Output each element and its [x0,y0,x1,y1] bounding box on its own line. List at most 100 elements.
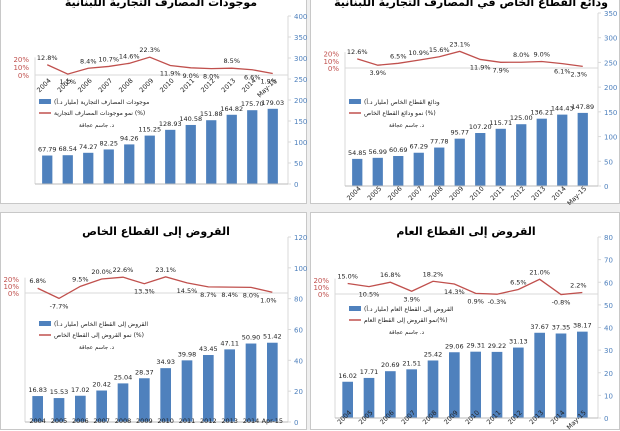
left-axis-tick-label: 10% [3,283,19,291]
x-axis-tick-label: 2013 [530,185,547,202]
legend-bar-label: ودائع القطاع الخاص (مليار د.أ) [364,98,440,106]
left-axis-tick-label: 20% [323,51,339,59]
bar-value-label: 29.06 [445,342,464,350]
left-axis-tick-label: 20% [3,276,19,284]
bar-value-label: 125.00 [510,114,533,122]
line-value-label: 8.0% [513,51,530,59]
line-value-label: 8.4% [80,57,97,65]
line-value-label: 6.8% [29,277,46,285]
line-value-label: 18.2% [423,270,444,278]
bar-value-label: 28.37 [135,368,154,376]
line-value-label: 10.7% [98,55,119,63]
x-axis-tick-label: 2009 [138,77,155,94]
chart-panel-public-sector-loans: القروض إلى القطاع العام 0% 10% 20% 0 10 20 30 40… [310,212,620,431]
bar [42,155,53,184]
left-axis-tick-label: 0% [318,291,329,299]
chart-title: موجودات المصارف التجارية اللبنانية [65,0,257,9]
legend-line-label: نمو موجودات المصارف التجارية (%) [54,110,145,117]
legend-line-label: نمو ودائع القطاع الخاص (%) [364,110,436,117]
bar [393,156,404,186]
bar-value-label: 51.42 [263,333,282,341]
bar-value-label: 29.31 [466,342,485,350]
x-axis-tick-label: 2006 [72,417,89,425]
line-value-label: 8.7% [200,291,217,299]
line-value-label: 8.4% [221,291,238,299]
bar-value-label: 20.69 [381,361,400,369]
left-axis-tick-label: 20% [313,277,329,285]
line-value-label: 15.6% [429,46,450,54]
x-axis-tick-label: 2010 [157,417,174,425]
line-value-label: 22.3% [139,46,160,54]
bar [160,368,171,422]
right-axis-tick-label: 0 [604,415,608,423]
x-axis-tick-label: 2012 [200,417,217,425]
bar-value-label: 67.29 [409,143,428,151]
bar-value-label: 21.51 [402,359,421,367]
line-value-label: 3.9% [369,69,386,77]
line-value-label: 10.9% [408,49,429,57]
x-axis-tick-label: 2011 [179,417,196,425]
right-axis-tick-label: 100 [294,139,307,147]
line-value-label: 0.9% [467,297,484,305]
right-axis-tick-label: 40 [604,325,613,333]
bar-value-label: 115.71 [489,119,512,127]
bar [454,138,465,186]
line-value-label: 14.6% [119,52,140,60]
bar-value-label: 43.45 [199,345,218,353]
x-axis-tick-label: 2004 [345,185,362,202]
x-axis-tick-label: 2009 [136,417,153,425]
line-value-label: 14.5% [177,287,198,295]
line-value-label: 23.1% [155,266,176,274]
line-value-label: -0.8% [552,299,571,307]
bar-value-label: 82.25 [99,139,118,147]
bar [32,396,43,422]
right-axis-tick-label: 0 [604,183,608,191]
bar [406,369,417,418]
right-axis-tick-label: 20 [294,388,303,396]
bar-value-label: 94.26 [120,134,139,142]
bar [577,331,588,418]
right-axis-tick-label: 300 [294,55,307,63]
right-axis-tick-label: 200 [604,84,617,92]
right-axis-tick-label: 250 [604,59,617,67]
bar-value-label: 17.71 [360,368,379,376]
line-value-label: 8.5% [223,57,240,65]
line-value-label: 3.9% [403,295,420,303]
bar-value-label: 175.70 [241,100,264,108]
bar-value-label: 37.67 [530,323,549,331]
bar [513,347,524,418]
bar [449,352,460,418]
bar-value-label: 34.93 [156,358,175,366]
bar [557,114,568,186]
bar [555,333,567,418]
left-axis-tick-label: 0% [328,65,339,73]
right-axis-tick-label: 0 [294,181,298,189]
line-value-label: 23.1% [449,40,470,48]
bar [181,360,193,422]
line-value-label: 8.0% [243,291,260,299]
x-axis-tick-label: 2012 [509,185,526,202]
bar-value-label: 31.13 [509,338,528,346]
bar [165,129,176,184]
chart-panel-commercial-bank-assets: موجودات المصارف التجارية اللبنانية 0% 10% 2… [0,0,307,204]
bar [491,351,503,418]
bar-value-label: 147.89 [571,103,594,111]
line-value-label: 21.0% [529,268,550,276]
gutter-vertical [307,0,310,430]
chart-title: القروض إلى القطاع الخاص [82,225,230,238]
bar [342,381,353,418]
x-axis-tick-label: 2004 [35,77,52,94]
right-axis-tick-label: 20 [604,370,613,378]
bar [495,128,506,186]
right-axis-tick-label: 70 [604,257,613,265]
right-axis-tick-label: 50 [604,158,613,166]
line-value-label: 22.6% [113,266,134,274]
bar [385,371,396,418]
x-axis-tick-label: 2006 [76,77,93,94]
right-axis-tick-label: 40 [294,357,303,365]
bar-value-label: 38.17 [573,322,592,330]
legend-bar-swatch [39,321,51,326]
line-value-label: 15.0% [337,273,358,281]
source-label: د. جاسم عجاقة [389,330,425,336]
right-axis-tick-label: 200 [294,97,307,105]
